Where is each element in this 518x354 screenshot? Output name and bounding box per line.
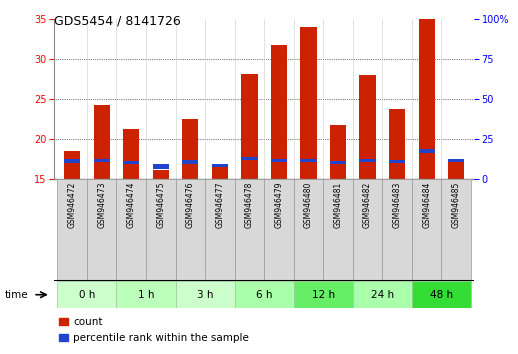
FancyBboxPatch shape — [117, 281, 176, 308]
Text: GDS5454 / 8141726: GDS5454 / 8141726 — [54, 14, 181, 27]
Bar — [212, 164, 228, 167]
FancyBboxPatch shape — [353, 179, 382, 281]
Bar — [64, 159, 80, 163]
Text: GSM946482: GSM946482 — [363, 182, 372, 228]
Text: GSM946476: GSM946476 — [186, 182, 195, 228]
FancyBboxPatch shape — [294, 281, 353, 308]
Bar — [330, 161, 346, 164]
Text: 3 h: 3 h — [197, 290, 213, 300]
FancyBboxPatch shape — [146, 179, 176, 281]
Bar — [271, 45, 287, 179]
Bar — [419, 19, 435, 179]
Bar — [59, 318, 68, 325]
Bar — [94, 105, 110, 179]
Text: GSM946479: GSM946479 — [275, 182, 283, 228]
Text: GSM946477: GSM946477 — [215, 182, 224, 228]
Bar — [271, 159, 287, 162]
Text: 6 h: 6 h — [256, 290, 272, 300]
Text: GSM946483: GSM946483 — [393, 182, 401, 228]
Bar — [123, 161, 139, 164]
FancyBboxPatch shape — [57, 281, 117, 308]
Bar — [330, 125, 346, 179]
Text: 12 h: 12 h — [312, 290, 335, 300]
FancyBboxPatch shape — [176, 179, 205, 281]
FancyBboxPatch shape — [235, 281, 294, 308]
Bar — [448, 159, 464, 162]
Bar — [300, 159, 316, 162]
FancyBboxPatch shape — [441, 179, 471, 281]
Text: GSM946478: GSM946478 — [245, 182, 254, 228]
Text: 1 h: 1 h — [138, 290, 154, 300]
Bar — [448, 159, 464, 179]
Bar — [153, 170, 169, 179]
FancyBboxPatch shape — [294, 179, 323, 281]
Bar — [94, 159, 110, 162]
Bar — [300, 28, 316, 179]
Bar — [241, 157, 257, 160]
Text: GSM946485: GSM946485 — [452, 182, 461, 228]
Bar — [419, 149, 435, 153]
Text: 0 h: 0 h — [79, 290, 95, 300]
Bar — [241, 74, 257, 179]
Bar — [182, 119, 198, 179]
Text: GSM946484: GSM946484 — [422, 182, 431, 228]
Text: percentile rank within the sample: percentile rank within the sample — [73, 333, 249, 343]
Bar — [64, 151, 80, 179]
Bar — [212, 164, 228, 179]
Bar — [359, 159, 376, 162]
FancyBboxPatch shape — [412, 179, 441, 281]
Bar — [59, 334, 68, 341]
FancyBboxPatch shape — [323, 179, 353, 281]
Bar — [389, 109, 405, 179]
FancyBboxPatch shape — [205, 179, 235, 281]
Text: GSM946472: GSM946472 — [68, 182, 77, 228]
Text: GSM946474: GSM946474 — [127, 182, 136, 228]
Bar — [359, 75, 376, 179]
Text: GSM946481: GSM946481 — [334, 182, 342, 228]
FancyBboxPatch shape — [57, 179, 87, 281]
Bar — [123, 130, 139, 179]
Text: time: time — [5, 290, 29, 300]
Text: GSM946475: GSM946475 — [156, 182, 165, 228]
FancyBboxPatch shape — [117, 179, 146, 281]
Text: GSM946473: GSM946473 — [97, 182, 106, 228]
Text: 24 h: 24 h — [371, 290, 394, 300]
Bar — [182, 160, 198, 164]
FancyBboxPatch shape — [87, 179, 117, 281]
Text: count: count — [73, 317, 103, 327]
FancyBboxPatch shape — [412, 281, 471, 308]
Text: 48 h: 48 h — [430, 290, 453, 300]
FancyBboxPatch shape — [382, 179, 412, 281]
FancyBboxPatch shape — [264, 179, 294, 281]
FancyBboxPatch shape — [353, 281, 412, 308]
FancyBboxPatch shape — [235, 179, 264, 281]
FancyBboxPatch shape — [176, 281, 235, 308]
Bar — [153, 164, 169, 169]
Text: GSM946480: GSM946480 — [304, 182, 313, 228]
Bar — [389, 160, 405, 163]
